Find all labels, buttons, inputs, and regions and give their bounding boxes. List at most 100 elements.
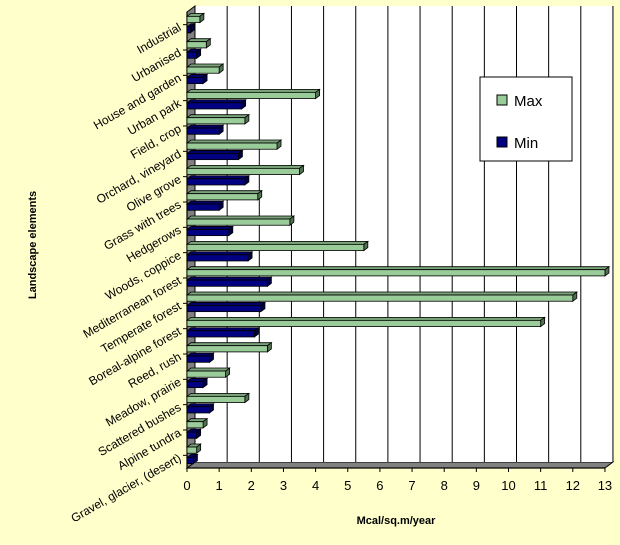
bar-top-face: [185, 276, 273, 281]
legend: Max Min: [479, 76, 573, 162]
x-tick-label: 11: [534, 478, 548, 493]
bar-front-face: [186, 254, 249, 262]
x-tick-label: 3: [280, 478, 287, 493]
bar-front-face: [186, 395, 246, 403]
x-tick-label: 8: [441, 478, 448, 493]
bar-front-face: [186, 77, 204, 85]
bar-max-15: [185, 367, 231, 379]
bar-min-2: [185, 48, 202, 60]
legend-label-max: Max: [514, 93, 543, 110]
bar-front-face: [186, 269, 606, 277]
bar-front-face: [186, 457, 194, 465]
bar-top-face: [185, 215, 296, 220]
bar-min-14: [185, 352, 215, 364]
bar-max-11: [185, 265, 611, 277]
legend-swatch-min: [496, 136, 508, 148]
bar-min-1: [185, 22, 196, 34]
bar-min-3: [185, 73, 209, 85]
bar-top-face: [185, 342, 273, 347]
bar-min-6: [185, 149, 244, 161]
x-tick-label: 0: [183, 478, 190, 493]
bar-max-12: [185, 291, 578, 303]
bar-top-face: [185, 240, 370, 245]
bar-top-face: [185, 291, 578, 296]
bar-max-4: [185, 88, 321, 100]
bar-front-face: [186, 193, 259, 201]
bar-top-face: [185, 316, 546, 321]
plot-floor-base: [185, 461, 615, 469]
x-tick-label: 7: [408, 478, 415, 493]
bar-front-face: [186, 370, 226, 378]
bar-max-10: [185, 240, 370, 252]
bar-max-2: [185, 37, 212, 49]
bar-front-face: [186, 66, 220, 74]
bar-front-face: [186, 355, 210, 363]
bar-top-face: [185, 392, 251, 397]
bar-top-face: [185, 175, 251, 180]
axis-lines: [186, 12, 605, 469]
bar-max-16: [185, 392, 251, 404]
bar-min-18: [185, 453, 199, 465]
bar-min-10: [185, 250, 254, 262]
x-tick-label: 13: [598, 478, 612, 493]
bar-front-face: [186, 218, 291, 226]
x-tick-label: 9: [473, 478, 480, 493]
bar-front-face: [186, 381, 204, 389]
bar-top-face: [185, 251, 254, 256]
bar-front-face: [186, 51, 198, 59]
bar-front-face: [186, 305, 262, 313]
bar-front-face: [186, 26, 191, 34]
bar-front-face: [186, 178, 246, 186]
bar-min-5: [185, 124, 225, 136]
bar-top-face: [185, 164, 305, 169]
bar-front-face: [186, 15, 201, 23]
bar-max-9: [185, 215, 296, 227]
bar-max-7: [185, 164, 305, 176]
bar-front-face: [186, 117, 246, 125]
bar-top-face: [185, 139, 283, 144]
bar-top-face: [185, 190, 263, 195]
x-tick-label: 1: [216, 478, 223, 493]
bar-front-face: [186, 203, 220, 211]
bar-min-4: [185, 98, 247, 110]
bar-front-face: [186, 229, 230, 237]
bar-front-face: [186, 91, 317, 99]
bar-min-9: [185, 225, 234, 237]
x-tick-label: 6: [376, 478, 383, 493]
bar-max-5: [185, 113, 251, 125]
bar-max-17: [185, 417, 209, 429]
bar-max-1: [185, 12, 206, 24]
legend-swatch-max: [496, 94, 508, 106]
x-tick-label: 2: [248, 478, 255, 493]
bar-top-face: [185, 63, 225, 68]
bars: [185, 12, 611, 465]
y-axis-title: Landscape elements: [27, 191, 39, 299]
bar-front-face: [186, 431, 198, 439]
bar-min-12: [185, 301, 267, 313]
bar-max-18: [185, 443, 202, 455]
bar-min-11: [185, 276, 273, 288]
x-axis-ticks: 0 1 2 3 4 5 6 7 8 9 10 11 12 13: [183, 468, 612, 493]
bar-max-14: [185, 341, 273, 353]
bar-front-face: [186, 330, 255, 338]
bar-min-15: [185, 377, 209, 389]
bar-top-face: [185, 226, 234, 230]
bar-max-3: [185, 63, 225, 75]
x-tick-label: 5: [344, 478, 351, 493]
bar-front-face: [186, 294, 574, 302]
bar-top-face: [185, 99, 247, 104]
x-tick-label: 10: [501, 478, 515, 493]
bar-top-face: [185, 88, 321, 93]
bar-top-face: [185, 150, 244, 154]
x-axis-title: Mcal/sq.m/year: [357, 515, 437, 527]
plot-area: [195, 6, 613, 462]
bar-front-face: [186, 446, 198, 454]
bar-front-face: [186, 243, 365, 251]
bar-top-face: [185, 124, 225, 129]
bar-min-17: [185, 428, 202, 440]
bar-max-8: [185, 189, 263, 201]
bar-top-face: [185, 367, 231, 372]
bar-front-face: [186, 406, 210, 414]
bar-front-face: [186, 345, 268, 353]
